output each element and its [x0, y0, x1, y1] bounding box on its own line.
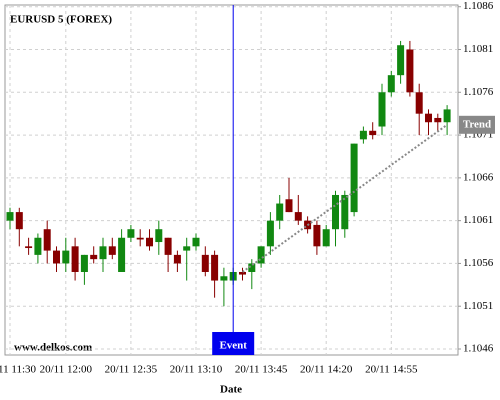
candle-body — [53, 250, 60, 264]
candle-body — [313, 224, 321, 247]
candle-body — [15, 212, 23, 230]
candle-body — [99, 246, 107, 260]
candle-body — [248, 263, 256, 272]
candle-body — [34, 237, 42, 255]
chart-title: EURUSD 5 (FOREX) — [10, 14, 112, 26]
candle-body — [369, 130, 377, 136]
event-label-box — [212, 332, 255, 355]
x-tick-label: 20/11 13:10 — [170, 364, 223, 376]
candle-body — [108, 246, 116, 255]
candle-body — [434, 117, 442, 123]
candle-body — [118, 237, 126, 272]
candle-body — [183, 246, 191, 251]
x-tick-label: 20/11 11:30 — [0, 364, 37, 376]
candle-body — [164, 237, 172, 255]
candle-body — [6, 212, 14, 221]
candle-body — [220, 276, 228, 281]
x-tick-label: 20/11 13:45 — [235, 364, 288, 376]
y-tick-label: 1.1081 — [463, 43, 493, 55]
candle-body — [378, 92, 386, 127]
candle-body — [80, 254, 88, 272]
candle-body — [25, 246, 33, 249]
candle-body — [266, 220, 274, 247]
x-tick-label: 20/11 12:35 — [105, 364, 158, 376]
trend-label: Trend — [463, 118, 491, 130]
y-tick-label: 1.1061 — [463, 214, 493, 226]
plot-frame — [4, 4, 459, 356]
event-label: Event — [219, 340, 247, 352]
y-tick-label: 1.1076 — [463, 86, 494, 98]
candle-body — [146, 237, 153, 247]
candle-body — [43, 229, 51, 251]
candle-body — [285, 199, 293, 213]
candle-body — [332, 194, 339, 230]
y-tick-label: 1.1051 — [463, 300, 493, 312]
y-tick-label: 1.1046 — [463, 343, 494, 355]
candle-body — [127, 229, 135, 238]
candle-body — [341, 194, 349, 230]
candle-body — [257, 246, 265, 264]
candle-body — [62, 250, 70, 264]
candle-body — [425, 113, 432, 123]
x-tick-label: 20/11 14:55 — [365, 364, 418, 376]
candle-body — [71, 246, 79, 272]
candle-body — [276, 203, 284, 221]
y-tick-label: 1.1066 — [463, 171, 494, 183]
candle-body — [397, 45, 405, 76]
candle-body — [322, 229, 330, 247]
candle-body — [155, 229, 163, 243]
candle-body — [192, 237, 200, 247]
candle-body — [443, 109, 451, 123]
x-tick-label: 20/11 14:20 — [300, 364, 353, 376]
candle-body — [406, 49, 414, 93]
candle-body — [90, 254, 98, 260]
candle-body — [387, 75, 395, 93]
y-tick-label: 1.1086 — [463, 0, 494, 12]
candle-body — [211, 254, 219, 281]
x-tick-label: 20/11 12:00 — [40, 364, 93, 376]
trend-label-box — [459, 115, 495, 134]
y-tick-label: 1.1056 — [463, 257, 494, 269]
candle-body — [201, 254, 209, 272]
candle-body — [136, 237, 144, 240]
candle-body — [294, 212, 302, 221]
candle-body — [359, 130, 367, 140]
candle-body — [239, 271, 246, 275]
x-axis-title: Date — [220, 384, 242, 396]
candle-body — [173, 254, 181, 264]
watermark: www.delkos.com — [14, 342, 92, 354]
candle-body — [415, 92, 423, 114]
candle-body — [350, 143, 358, 213]
